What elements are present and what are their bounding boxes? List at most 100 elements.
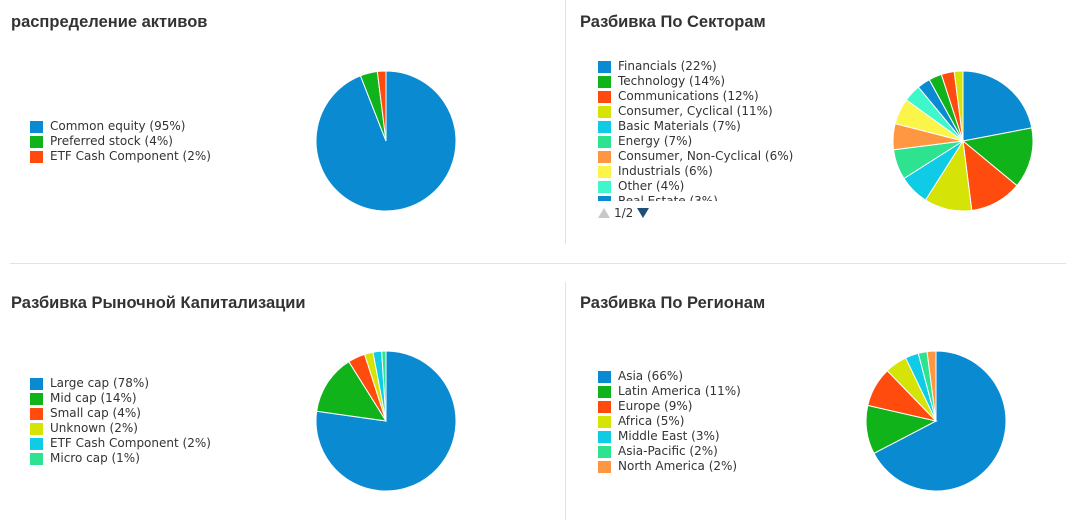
- legend-swatch: [598, 75, 611, 88]
- legend-swatch: [30, 135, 43, 148]
- pager-label: 1/2: [614, 206, 634, 220]
- sector-breakdown-legend: Financials (22%) Technology (14%) Communic…: [598, 59, 793, 201]
- vertical-divider-bottom: [565, 282, 566, 520]
- legend-item[interactable]: Mid cap (14%): [30, 391, 211, 406]
- legend-label: Middle East (3%): [618, 429, 720, 443]
- market-cap-legend: Large cap (78%) Mid cap (14%) Small cap (4…: [30, 376, 211, 466]
- legend-swatch: [598, 385, 611, 398]
- legend-label: Small cap (4%): [50, 406, 141, 420]
- market-cap-title: Разбивка Рыночной Капитализации: [11, 294, 306, 312]
- legend-item[interactable]: Consumer, Cyclical (11%): [598, 104, 793, 119]
- legend-swatch: [598, 400, 611, 413]
- pie-slice[interactable]: [926, 350, 937, 422]
- legend-item[interactable]: Unknown (2%): [30, 421, 211, 436]
- legend-label: Consumer, Non-Cyclical (6%): [618, 149, 794, 163]
- pie-slice[interactable]: [381, 350, 387, 422]
- legend-label: ETF Cash Component (2%): [50, 436, 211, 450]
- legend-item[interactable]: Asia-Pacific (2%): [598, 444, 741, 459]
- legend-label: Energy (7%): [618, 134, 693, 148]
- legend-swatch: [30, 120, 43, 133]
- legend-label: Preferred stock (4%): [50, 134, 173, 148]
- asset-allocation-title: распределение активов: [11, 13, 208, 31]
- legend-swatch: [598, 120, 611, 133]
- legend-item[interactable]: ETF Cash Component (2%): [30, 149, 211, 164]
- legend-label: Communications (12%): [618, 89, 759, 103]
- horizontal-divider: [10, 263, 1066, 264]
- legend-swatch: [598, 90, 611, 103]
- asset-allocation-legend: Common equity (95%) Preferred stock (4%) E…: [30, 119, 211, 164]
- pie-slice[interactable]: [962, 70, 1033, 142]
- region-breakdown-title: Разбивка По Регионам: [580, 294, 766, 312]
- legend-swatch: [30, 422, 43, 435]
- legend-swatch: [30, 452, 43, 465]
- legend-label: Large cap (78%): [50, 376, 149, 390]
- legend-item[interactable]: Large cap (78%): [30, 376, 211, 391]
- pie-slice[interactable]: [961, 127, 1034, 187]
- legend-label: Africa (5%): [618, 414, 685, 428]
- legend-item[interactable]: North America (2%): [598, 459, 741, 474]
- legend-label: North America (2%): [618, 459, 738, 473]
- legend-item[interactable]: Technology (14%): [598, 74, 793, 89]
- pie-slice[interactable]: [376, 70, 387, 142]
- legend-item[interactable]: Small cap (4%): [30, 406, 211, 421]
- legend-swatch: [598, 150, 611, 163]
- legend-label: ETF Cash Component (2%): [50, 149, 211, 163]
- legend-label: Real Estate (3%): [618, 194, 718, 201]
- legend-swatch: [598, 165, 611, 178]
- legend-item[interactable]: Consumer, Non-Cyclical (6%): [598, 149, 793, 164]
- legend-label: Latin America (11%): [618, 384, 741, 398]
- legend-label: Common equity (95%): [50, 119, 186, 133]
- pager-up-icon[interactable]: [598, 208, 610, 218]
- legend-label: Industrials (6%): [618, 164, 713, 178]
- pie-slice[interactable]: [316, 360, 387, 422]
- sector-breakdown-pie: [892, 70, 1034, 212]
- legend-item[interactable]: Preferred stock (4%): [30, 134, 211, 149]
- pager-down-icon[interactable]: [637, 208, 650, 218]
- legend-label: Basic Materials (7%): [618, 119, 741, 133]
- legend-swatch: [598, 370, 611, 383]
- asset-allocation-pie: [315, 70, 457, 212]
- legend-label: Asia-Pacific (2%): [618, 444, 718, 458]
- legend-item[interactable]: Micro cap (1%): [30, 451, 211, 466]
- legend-item[interactable]: Energy (7%): [598, 134, 793, 149]
- legend-swatch: [598, 460, 611, 473]
- market-cap-pie: [315, 350, 457, 492]
- legend-swatch: [598, 195, 611, 201]
- legend-label: Asia (66%): [618, 369, 683, 383]
- legend-item[interactable]: Africa (5%): [598, 414, 741, 429]
- legend-item[interactable]: Common equity (95%): [30, 119, 211, 134]
- legend-label: Technology (14%): [618, 74, 726, 88]
- legend-item[interactable]: Asia (66%): [598, 369, 741, 384]
- legend-item[interactable]: Basic Materials (7%): [598, 119, 793, 134]
- legend-swatch: [598, 105, 611, 118]
- legend-label: Europe (9%): [618, 399, 693, 413]
- legend-label: Unknown (2%): [50, 421, 138, 435]
- legend-item[interactable]: Other (4%): [598, 179, 793, 194]
- legend-item[interactable]: Latin America (11%): [598, 384, 741, 399]
- legend-item[interactable]: ETF Cash Component (2%): [30, 436, 211, 451]
- legend-swatch: [30, 437, 43, 450]
- region-breakdown-legend: Asia (66%) Latin America (11%) Europe (9%)…: [598, 369, 741, 474]
- pie-slice[interactable]: [953, 70, 964, 142]
- legend-item[interactable]: Communications (12%): [598, 89, 793, 104]
- legend-swatch: [30, 150, 43, 163]
- legend-item[interactable]: Industrials (6%): [598, 164, 793, 179]
- legend-swatch: [30, 377, 43, 390]
- pie-slice[interactable]: [873, 350, 1007, 492]
- legend-swatch: [30, 407, 43, 420]
- legend-label: Other (4%): [618, 179, 685, 193]
- legend-swatch: [598, 445, 611, 458]
- legend-item[interactable]: Middle East (3%): [598, 429, 741, 444]
- legend-item[interactable]: Europe (9%): [598, 399, 741, 414]
- legend-swatch: [598, 430, 611, 443]
- legend-swatch: [598, 60, 611, 73]
- vertical-divider-top: [565, 0, 566, 244]
- legend-swatch: [598, 415, 611, 428]
- sector-breakdown-title: Разбивка По Секторам: [580, 13, 766, 31]
- legend-swatch: [598, 135, 611, 148]
- legend-label: Financials (22%): [618, 59, 717, 73]
- legend-pager: 1/2: [598, 206, 650, 220]
- legend-item[interactable]: Real Estate (3%): [598, 194, 793, 201]
- legend-item[interactable]: Financials (22%): [598, 59, 793, 74]
- legend-swatch: [30, 392, 43, 405]
